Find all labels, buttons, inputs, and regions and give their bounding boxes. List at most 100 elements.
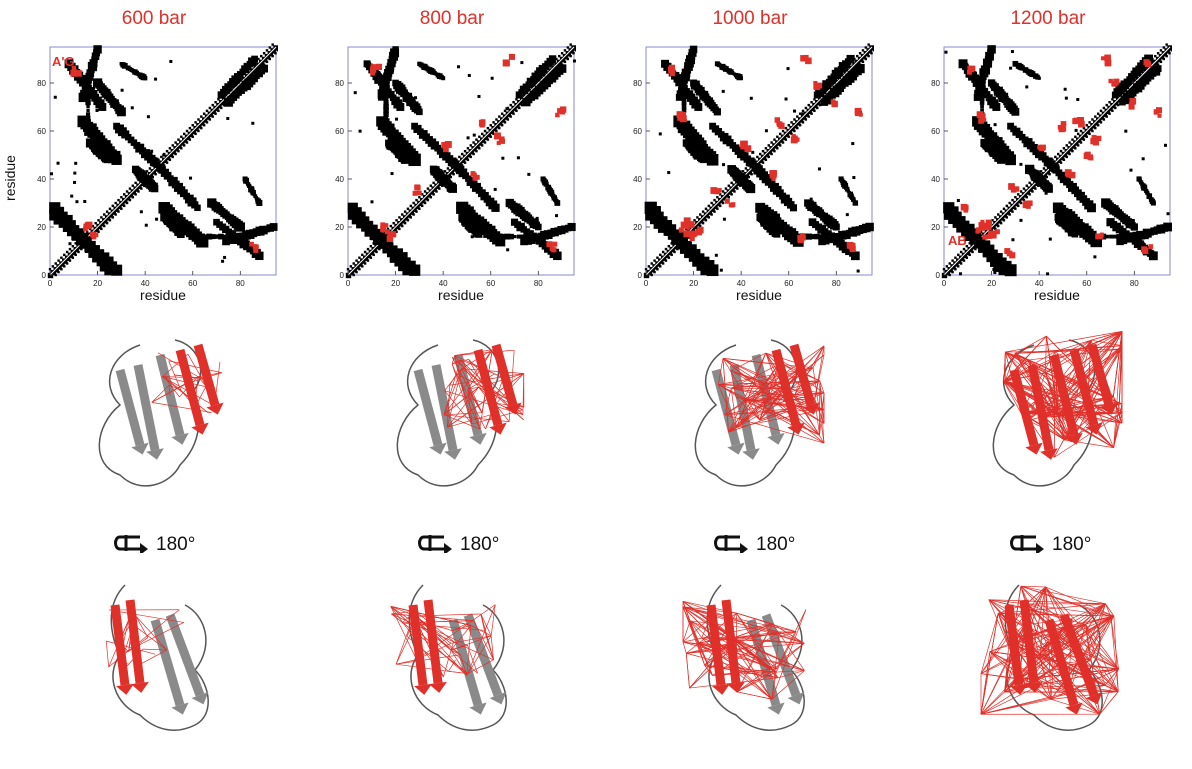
- contact-point: [1108, 101, 1111, 104]
- broken-contact-point: [83, 226, 88, 232]
- contact-point: [682, 92, 686, 97]
- contact-mesh-line: [416, 604, 496, 660]
- contact-mesh-line: [682, 606, 797, 633]
- broken-contact-point: [1156, 107, 1162, 113]
- broken-contact-point: [253, 247, 259, 253]
- contact-mesh-line: [1068, 668, 1119, 693]
- contact-point: [527, 172, 531, 176]
- broken-contact-point: [695, 228, 703, 236]
- contact-mesh-line: [775, 380, 820, 383]
- contact-point: [383, 96, 389, 101]
- contact-mesh-line: [124, 647, 129, 652]
- strand-arrowhead: [1040, 448, 1058, 460]
- contact-point: [271, 43, 274, 46]
- broken-contact-point: [1108, 78, 1113, 84]
- contact-mesh-line: [1005, 351, 1123, 424]
- contact-mesh-line: [1004, 660, 1091, 693]
- contact-point: [1052, 202, 1064, 214]
- contact-point: [474, 143, 480, 149]
- contact-point: [494, 123, 500, 129]
- contact-point: [1144, 68, 1150, 74]
- contact-point: [1088, 121, 1091, 124]
- contact-point: [681, 123, 687, 129]
- contact-point: [218, 233, 224, 240]
- contact-point: [996, 218, 1002, 224]
- contact-mesh-line: [682, 606, 805, 644]
- contact-mesh-line: [1054, 412, 1123, 458]
- y-tick-label: 20: [335, 223, 344, 232]
- contact-mesh-line: [819, 392, 825, 436]
- contact-point: [131, 165, 140, 174]
- contact-point: [1064, 96, 1068, 100]
- contact-point: [467, 73, 471, 77]
- contact-point: [247, 71, 254, 77]
- contact-point: [793, 109, 797, 113]
- contact-point: [204, 114, 211, 120]
- contact-mesh-line: [1003, 381, 1022, 413]
- contact-mesh-line: [1005, 351, 1046, 374]
- contact-mesh-line: [731, 367, 814, 389]
- x-tick-label: 40: [1035, 279, 1044, 288]
- contact-mesh-line: [454, 355, 473, 425]
- contact-point: [508, 108, 514, 115]
- contact-point: [144, 223, 148, 227]
- contact-point: [984, 229, 991, 235]
- broken-contact-point: [252, 244, 258, 249]
- contact-mesh-line: [467, 389, 483, 413]
- contact-point: [520, 234, 525, 239]
- contact-point: [857, 56, 864, 63]
- contact-mesh-line: [736, 691, 772, 700]
- contact-point: [472, 141, 475, 144]
- contact-point: [67, 252, 74, 259]
- contact-point: [488, 128, 494, 135]
- contact-mesh-line: [128, 637, 149, 652]
- contact-mesh-line: [467, 386, 479, 390]
- contact-mesh-line: [127, 620, 168, 651]
- contact-mesh-line: [997, 613, 1119, 670]
- contact-mesh-line: [724, 408, 797, 416]
- broken-contact-point: [1073, 117, 1081, 125]
- contact-point: [1155, 56, 1162, 63]
- contact-mesh-line: [450, 649, 461, 656]
- contact-point: [664, 247, 668, 251]
- contact-point: [716, 196, 719, 199]
- broken-contact-point: [508, 53, 515, 60]
- broken-contact-point: [472, 172, 477, 178]
- contact-mesh-line: [1085, 623, 1119, 692]
- contact-point: [1005, 204, 1009, 208]
- contact-point: [741, 170, 745, 173]
- contact-point: [858, 52, 862, 55]
- contact-mesh-line: [1020, 331, 1123, 414]
- contact-point: [408, 264, 421, 276]
- contact-mesh-line: [1026, 603, 1043, 649]
- contact-point: [1071, 230, 1079, 238]
- contact-point: [493, 187, 497, 191]
- contact-point: [1163, 143, 1167, 147]
- contact-mesh-line: [1004, 624, 1025, 693]
- contact-point: [233, 85, 239, 91]
- contact-mesh-line: [1105, 603, 1115, 617]
- contact-point: [809, 197, 813, 201]
- strand-arrowhead: [767, 432, 785, 445]
- contact-point: [495, 118, 498, 121]
- contact-mesh-line: [168, 360, 222, 374]
- contact-point: [1128, 234, 1134, 240]
- contact-point: [153, 166, 159, 172]
- contact-mesh-line: [1013, 643, 1106, 686]
- contact-point: [979, 68, 985, 74]
- contact-point: [993, 220, 999, 227]
- contact-point: [1061, 151, 1068, 158]
- broken-contact-point: [1077, 117, 1084, 124]
- contact-point: [353, 91, 357, 95]
- contact-mesh-line: [179, 376, 199, 398]
- strand-arrowhead: [489, 422, 507, 435]
- broken-contact-point: [557, 108, 563, 114]
- contact-point: [659, 253, 662, 257]
- contact-point: [958, 272, 962, 276]
- contact-point: [1148, 197, 1154, 202]
- contact-mesh-line: [1041, 647, 1101, 715]
- x-tick-label: 0: [346, 279, 351, 288]
- contact-mesh-line: [1089, 616, 1112, 661]
- contact-mesh-line: [1020, 351, 1056, 413]
- contact-point: [203, 234, 208, 239]
